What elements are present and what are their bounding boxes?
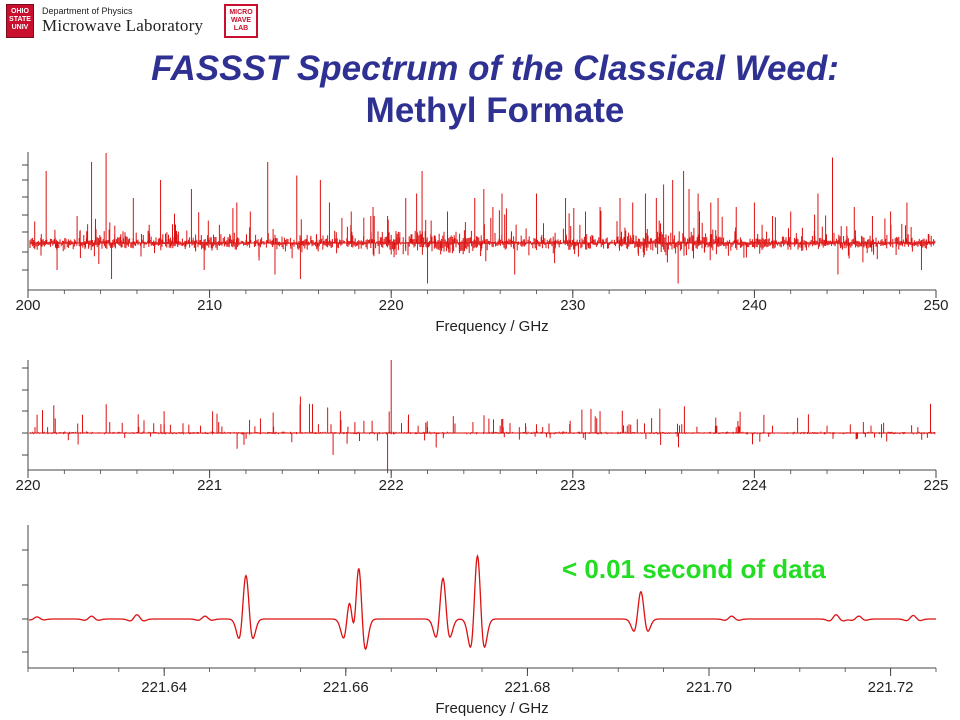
title-line-2: Methyl Formate: [365, 91, 625, 130]
x-tick-label: 221.64: [141, 679, 187, 696]
x-tick-label: 221.70: [686, 679, 732, 696]
x-tick-label: 250: [923, 297, 948, 314]
ohio-state-logo: OHIO STATE UNIV: [6, 4, 34, 38]
x-tick-label: 223: [560, 477, 585, 494]
x-tick-label: 224: [742, 477, 767, 494]
laboratory-label: Microwave Laboratory: [42, 16, 204, 35]
department-label: Department of Physics: [42, 6, 133, 16]
x-tick-label: 240: [742, 297, 767, 314]
slide-title: FASSST Spectrum of the Classical Weed: M…: [60, 48, 930, 132]
x-axis-label: Frequency / GHz: [435, 318, 548, 335]
x-axis-label: Frequency / GHz: [435, 700, 548, 717]
x-tick-label: 230: [560, 297, 585, 314]
x-tick-label: 220: [379, 297, 404, 314]
minor-lines: [34, 403, 931, 449]
x-tick-label: 221: [197, 477, 222, 494]
x-tick-label: 210: [197, 297, 222, 314]
title-line-1: FASSST Spectrum of the Classical Weed:: [151, 49, 839, 88]
x-tick-label: 200: [15, 297, 40, 314]
data-duration-annotation: < 0.01 second of data: [562, 554, 826, 584]
header: OHIO STATE UNIV Department of Physics Mi…: [6, 4, 266, 40]
microwave-lab-logo: MICRO WAVE LAB: [224, 4, 258, 38]
x-tick-label: 225: [923, 477, 948, 494]
x-tick-label: 220: [15, 477, 40, 494]
x-tick-label: 221.68: [504, 679, 550, 696]
x-tick-label: 221.66: [323, 679, 369, 696]
spectrum-trace: [29, 554, 936, 651]
x-tick-label: 221.72: [868, 679, 914, 696]
x-tick-label: 222: [379, 477, 404, 494]
